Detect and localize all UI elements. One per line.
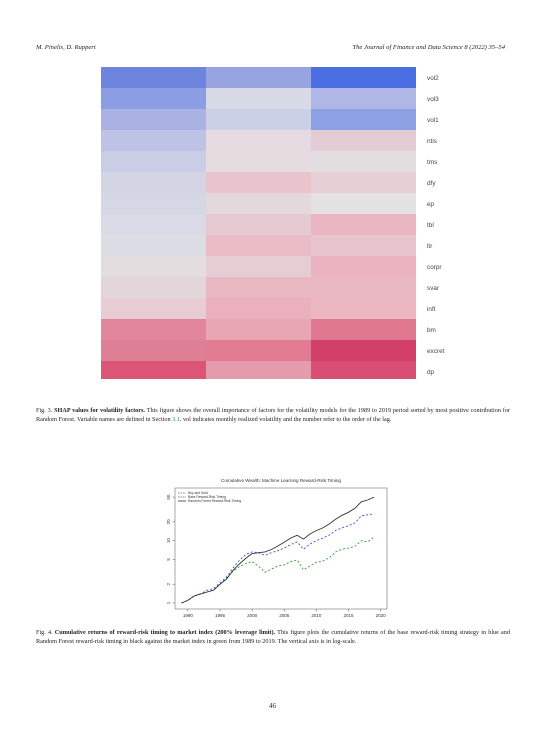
heatmap-row-label: corpr <box>427 264 442 271</box>
heatmap-cell <box>206 277 311 298</box>
x-tick-label: 1995 <box>215 613 226 618</box>
figure-3-title: SHAP values for volatility factors. <box>54 407 145 414</box>
heatmap-cell <box>311 151 416 172</box>
heatmap-row-label: vol3 <box>427 96 439 103</box>
figure-4-title: Cumulative returns of reward-risk timing… <box>54 629 276 636</box>
figure-4-caption: Fig. 4. Cumulative returns of reward-ris… <box>36 628 510 646</box>
figure-3-caption: Fig. 3. SHAP values for volatility facto… <box>36 406 510 424</box>
heatmap-cell <box>311 214 416 235</box>
y-tick-label: 10 <box>166 538 171 544</box>
x-tick-label: 2015 <box>343 613 354 618</box>
heatmap-cell <box>206 109 311 130</box>
legend-label: Base Reward-Risk Timing <box>188 495 226 499</box>
heatmap-row-label: vol1 <box>427 117 439 124</box>
heatmap-cell <box>101 340 206 361</box>
heatmap-cell <box>101 361 206 379</box>
section-reference-link[interactable]: 3.1 <box>172 416 180 424</box>
heatmap-row-label: tms <box>427 159 437 166</box>
heatmap-row-label: dp <box>427 369 435 376</box>
figure-4-body: This figure plots the cumulative returns… <box>36 629 510 646</box>
page-number: 46 <box>269 702 276 710</box>
x-tick-label: 2005 <box>279 613 290 618</box>
figure-3-label: Fig. 3. <box>36 407 53 414</box>
heatmap-cell <box>101 151 206 172</box>
heatmap-cell <box>206 88 311 109</box>
running-header-authors: M. Pinelis, D. Ruppert <box>36 44 96 51</box>
heatmap-cell <box>311 298 416 319</box>
heatmap-row-label: ep <box>427 201 435 208</box>
x-tick-label: 2000 <box>247 613 258 618</box>
heatmap-cell <box>311 319 416 340</box>
heatmap-cell <box>101 109 206 130</box>
x-tick-label: 2020 <box>376 613 387 618</box>
heatmap-cell <box>206 298 311 319</box>
heatmap-cell <box>206 319 311 340</box>
heatmap-cell <box>206 193 311 214</box>
x-tick-label: 1990 <box>183 613 194 618</box>
heatmap-cell <box>206 235 311 256</box>
heatmap-cell <box>311 109 416 130</box>
heatmap-cell <box>206 361 311 379</box>
heatmap-cell <box>206 256 311 277</box>
plot-frame <box>174 487 388 610</box>
heatmap-row-label: infl <box>427 306 435 313</box>
heatmap-cell <box>101 319 206 340</box>
heatmap-cell <box>311 235 416 256</box>
heatmap-row-label: svar <box>427 285 440 292</box>
heatmap-cell <box>311 340 416 361</box>
shap-heatmap: vol2 vol3 vol1 ntis tms dfy ep tbl ltr corpr svar i… <box>101 67 445 379</box>
heatmap-cell <box>311 277 416 298</box>
heatmap-row-label: ntis <box>427 138 437 145</box>
heatmap-cell <box>101 235 206 256</box>
running-header-journal: The Journal of Finance and Data Science … <box>352 44 505 51</box>
heatmap-cell <box>311 256 416 277</box>
heatmap-cell <box>311 361 416 379</box>
heatmap-cell <box>101 67 206 88</box>
heatmap-cell <box>101 193 206 214</box>
heatmap-row-label: dfy <box>427 180 436 187</box>
heatmap-cell <box>101 277 206 298</box>
heatmap-cell <box>101 256 206 277</box>
figure-3-body-1: This figure shows the overall importance… <box>36 407 510 424</box>
heatmap-cell <box>311 193 416 214</box>
heatmap-cell <box>101 88 206 109</box>
heatmap-cell <box>206 130 311 151</box>
heatmap-cell <box>101 298 206 319</box>
series-line-2 <box>181 496 375 604</box>
y-tick-label: 50 <box>166 494 171 500</box>
heatmap-cell <box>101 214 206 235</box>
heatmap-cell <box>311 172 416 193</box>
heatmap-cell <box>311 88 416 109</box>
heatmap-cell <box>311 67 416 88</box>
heatmap-cell <box>206 151 311 172</box>
y-tick-label: 1 <box>166 601 171 604</box>
figure-3-body-2: . vol indicates monthly realized volatil… <box>179 416 392 424</box>
heatmap-cell <box>206 214 311 235</box>
x-tick-label: 2010 <box>311 613 322 618</box>
heatmap-cell <box>311 130 416 151</box>
y-tick-label: 20 <box>166 519 171 525</box>
heatmap-row-label: excret <box>427 348 445 355</box>
chart-title: Cumulative Wealth: Machine Learning Rewa… <box>221 478 341 483</box>
heatmap-row-label: ltr <box>427 243 433 250</box>
heatmap-cell <box>206 67 311 88</box>
y-tick-label: 2 <box>166 582 171 585</box>
cumulative-wealth-chart: Cumulative Wealth: Machine Learning Rewa… <box>166 478 388 618</box>
series-line-1 <box>181 513 375 604</box>
heatmap-row-label: tbl <box>427 222 434 229</box>
heatmap-cell <box>206 340 311 361</box>
y-tick-label: 5 <box>166 558 171 561</box>
legend-label: Buy and Hold <box>188 491 208 495</box>
heatmap-cell <box>101 130 206 151</box>
heatmap-row-label: vol2 <box>427 75 439 82</box>
figure-4-label: Fig. 4. <box>36 629 53 636</box>
legend-label: Random Forest Reward-Risk Timing <box>188 499 241 503</box>
heatmap-row-label: bm <box>427 327 436 334</box>
series-line-0 <box>181 536 375 604</box>
heatmap-cell <box>101 172 206 193</box>
heatmap-cell <box>206 172 311 193</box>
